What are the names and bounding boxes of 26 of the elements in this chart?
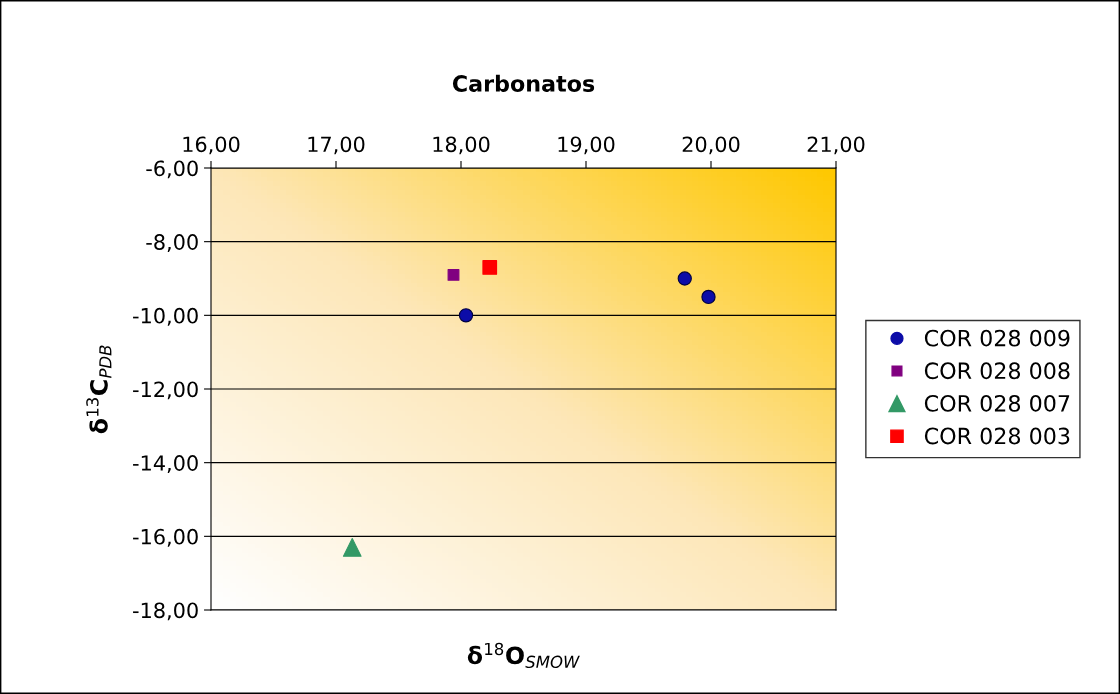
point <box>482 260 498 275</box>
y-tick-label: -8,00 <box>146 234 198 252</box>
x-tick-label: 20,00 <box>682 136 740 155</box>
chart-title: Carbonatos <box>452 74 595 92</box>
y-axis-title: δ$^{13}$C$_{PDB}$ <box>86 345 112 434</box>
legend-label: COR 028 009 <box>924 329 1070 347</box>
y-tick-label: -6,00 <box>146 160 198 179</box>
x-tick-label: 18,00 <box>433 136 490 155</box>
x-tick-label: 17,00 <box>308 136 365 155</box>
legend-label: COR 028 003 <box>924 427 1070 445</box>
x-tick-label: 21,00 <box>807 136 865 155</box>
y-tick-label: -14,00 <box>133 455 198 473</box>
y-tick-label: -16,00 <box>133 528 198 547</box>
point <box>677 271 692 286</box>
point <box>447 268 460 281</box>
point <box>458 308 474 323</box>
x-tick-label: 16,00 <box>183 136 240 155</box>
legend-label: COR 028 008 <box>924 362 1070 380</box>
point <box>342 538 362 557</box>
x-axis-title: δ$^{18}$O$_{SMOW}$ <box>467 642 580 669</box>
x-tick-label: 19,00 <box>558 136 615 155</box>
y-tick-label: -18,00 <box>133 602 198 621</box>
point <box>701 289 716 305</box>
y-tick-label: -12,00 <box>133 381 198 400</box>
y-tick-label: -10,00 <box>133 307 198 326</box>
legend-label: COR 028 007 <box>924 394 1070 412</box>
